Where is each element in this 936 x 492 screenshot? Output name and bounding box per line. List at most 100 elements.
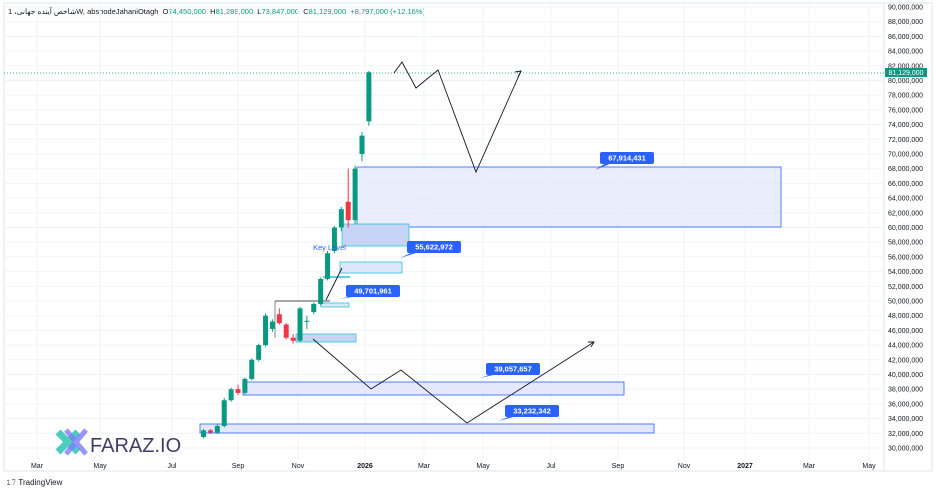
x-tick-label: Jul [168,463,177,470]
candles [201,71,372,439]
callout-text: 39,057,657 [494,365,532,374]
time-axis[interactable]: Mar May Jul Sep Nov 2026 Mar May Jul Sep Nov 2027 Ma… [31,463,876,470]
x-tick-label: Nov [678,463,691,470]
candle-body [235,389,241,393]
x-tick-label: May [476,463,490,470]
y-tick-label: 90,000,000 [888,5,923,12]
candle-body [290,337,296,341]
y-tick-label: 60,000,000 [888,225,923,232]
y-tick-label: 70,000,000 [888,152,923,159]
lower-arrow-head-icon [588,341,595,348]
candle [338,206,344,232]
candle-body [207,430,213,433]
candle [318,277,324,306]
x-tick-label: 2027 [737,463,753,470]
last-price-badge [885,68,927,77]
candle-body [249,359,255,379]
y-tick-label: 66,000,000 [888,181,923,188]
zone-49m [320,302,350,308]
y-tick-label: 88,000,000 [888,19,923,26]
chart-frame [3,2,933,472]
candle-body [214,425,220,433]
candle-body [311,303,317,313]
y-tick-label: 82,000,000 [888,63,923,70]
zone-45m [295,333,357,343]
x-tick-label: Jul [547,463,556,470]
callout-box [505,405,559,417]
price-callout[interactable]: 55,622,972 [400,241,461,258]
candle [276,308,282,325]
lower-projection-path [312,338,595,424]
y-tick-label: 54,000,000 [888,269,923,276]
price-callout[interactable]: 33,232,342 [498,405,559,421]
candle-body [283,324,289,338]
candle-body [331,227,337,252]
candle-body [318,278,324,304]
y-tick-label: 30,000,000 [888,446,923,453]
change-value: +8,797,000 (+12.16%) [350,7,425,16]
chart-header: شاخص آینده جهانی، 1W, abshodeJahaniOtagh… [8,7,425,16]
projections [312,61,595,424]
close-value: 81,129,000 [308,7,347,16]
candle [228,387,234,402]
candle-body [345,201,351,221]
y-tick-label: 78,000,000 [888,93,923,100]
x-tick-label: Sep [612,463,625,470]
price-axis[interactable]: 90,000,000 88,000,000 86,000,000 84,000,000… [888,5,923,453]
candle [235,384,241,396]
candle-body [297,308,303,341]
y-tick-label: 56,000,000 [888,254,923,261]
candle-body [338,209,344,228]
trendline [325,267,343,301]
y-tick-label: 76,000,000 [888,107,923,114]
candle [242,377,248,395]
y-tick-label: 68,000,000 [888,166,923,173]
tradingview-logo-icon: 𝟷𝟽 [6,478,17,487]
y-tick-label: 34,000,000 [888,416,923,423]
symbol-title: شاخص آینده جهانی، 1W, abshodeJahaniOtagh [8,7,159,16]
svg-text:FARAZ.IO: FARAZ.IO [90,435,181,457]
zone-60m [341,223,410,247]
callout-text: 67,914,431 [608,154,646,163]
candle-body [352,168,358,221]
candle-body [242,378,248,393]
candle [366,71,372,126]
upper-projection-path [393,61,522,174]
high-value: 81,289,000 [215,7,254,16]
open-value: 74,450,000 [168,7,206,16]
y-tick-label: 80,000,000 [888,78,923,85]
y-tick-label: 44,000,000 [888,343,923,350]
low-value: 73,847,000 [261,7,300,16]
candle-body [269,321,275,329]
candle [283,323,289,340]
callout-text: 49,701,961 [354,287,392,296]
price-callout[interactable]: 39,057,657 [480,363,540,378]
y-tick-label: 40,000,000 [888,372,923,379]
callout-text: 33,232,342 [513,407,551,416]
y-tick-label: 46,000,000 [888,328,923,335]
candle [221,398,227,428]
candle [207,428,213,435]
tradingview-brand[interactable]: 𝟷𝟽 TradingView [6,478,63,487]
candle [269,319,275,332]
y-tick-label: 36,000,000 [888,401,923,408]
candle-body [325,253,331,279]
price-labels[interactable]: 67,914,431 55,622,972 49,701,961 39,057,657… [340,152,654,421]
candle-body [304,320,310,322]
x-tick-label: Mar [418,463,431,470]
price-callout[interactable]: 49,701,961 [340,285,400,299]
zone-33m [199,423,655,434]
y-tick-label: 48,000,000 [888,313,923,320]
zone-67m [356,166,782,228]
candle-body [221,400,227,426]
candle-body [359,135,365,154]
callout-pointer [595,163,612,170]
y-tick-label: 58,000,000 [888,240,923,247]
candle [311,302,317,315]
price-callout[interactable]: 67,914,431 [595,152,654,170]
faraz-logo-watermark: FARAZ.IO [55,428,181,457]
candle-body [228,389,234,401]
candle [359,131,365,162]
candle-body [263,315,269,346]
